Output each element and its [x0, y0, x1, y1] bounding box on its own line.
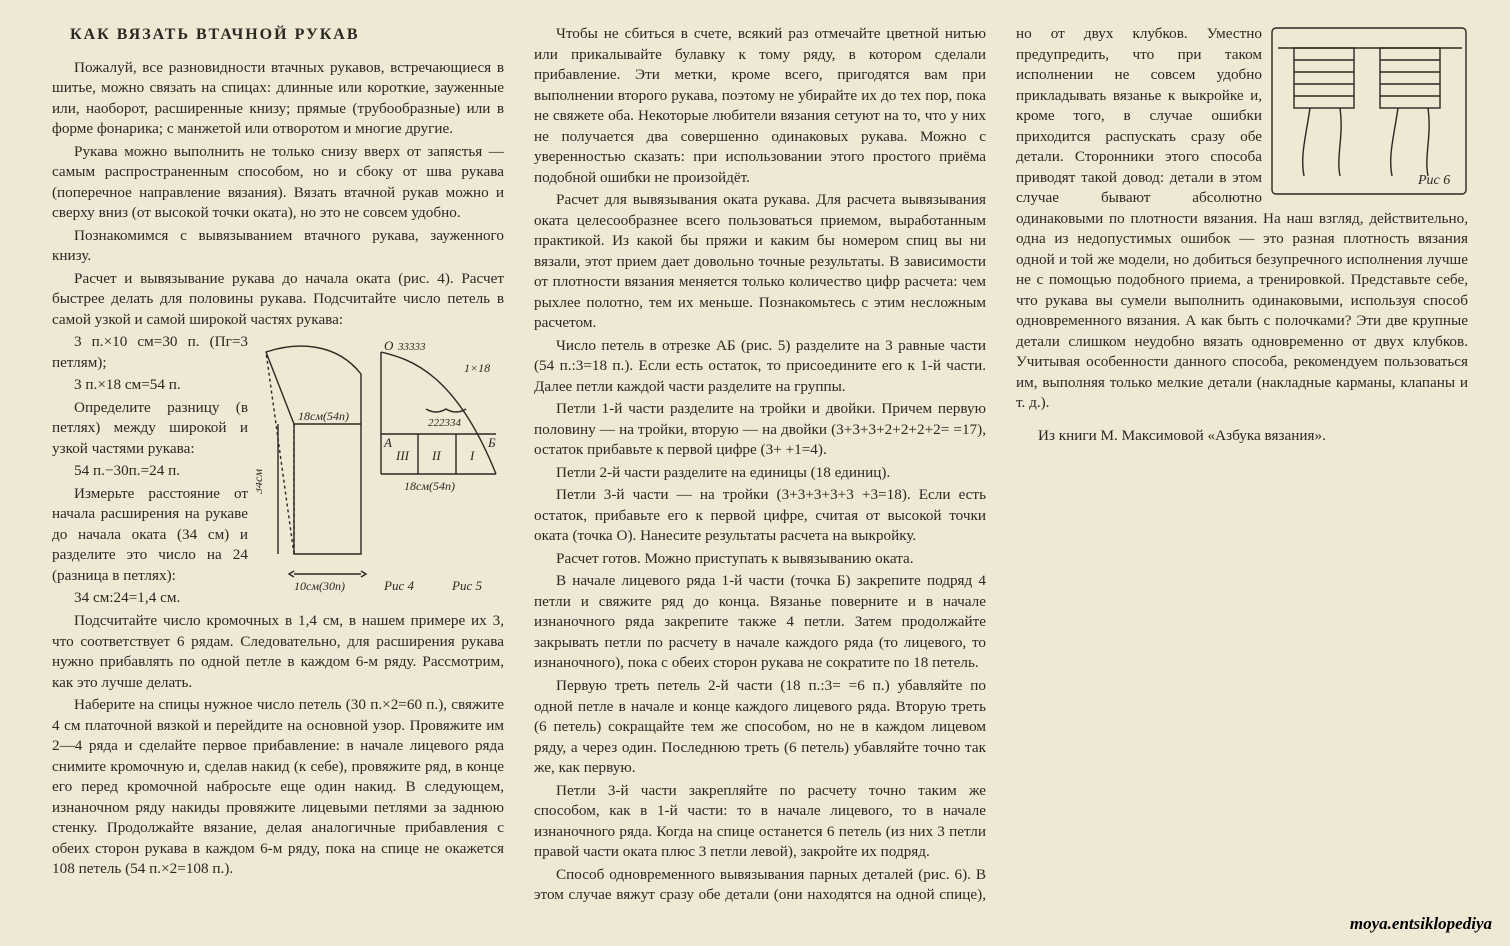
paragraph: Петли 3-й части закрепляйте по расчету т… — [534, 781, 986, 863]
figure-4-5: О 33333 1×18 18см(54п) А Б III II I 18см… — [256, 334, 504, 594]
svg-text:III: III — [395, 448, 410, 463]
svg-text:10см(30п): 10см(30п) — [294, 579, 345, 593]
svg-text:Рис 5: Рис 5 — [451, 578, 482, 593]
paragraph: Расчет готов. Можно приступать к вывязыв… — [534, 549, 986, 570]
paragraph: Расчет и вывязывание рукава до начала ок… — [52, 269, 504, 331]
svg-text:I: I — [469, 448, 475, 463]
svg-text:33333: 33333 — [397, 341, 426, 353]
paragraph: Рукава можно выполнить не только снизу в… — [52, 142, 504, 224]
paragraph: В начале лицевого ряда 1-й части (точка … — [534, 571, 986, 674]
paragraph: Познакомимся с вывязыванием втачного рук… — [52, 226, 504, 267]
paragraph: Первую треть петель 2-й части (18 п.:3= … — [534, 676, 986, 779]
svg-text:Б: Б — [487, 435, 496, 450]
svg-text:34см: 34см — [256, 469, 265, 495]
svg-text:Рис 4: Рис 4 — [383, 578, 414, 593]
paragraph: Петли 1-й части разделите на тройки и дв… — [534, 399, 986, 461]
svg-text:222334: 222334 — [428, 417, 462, 429]
paragraph: Петли 2-й части разделите на единицы (18… — [534, 463, 986, 484]
article-page: КАК ВЯЗАТЬ ВТАЧНОЙ РУКАВ Пожалуй, все ра… — [0, 0, 1510, 946]
figure-6: Рис 6 — [1270, 26, 1468, 196]
svg-text:О: О — [384, 338, 394, 353]
article-title: КАК ВЯЗАТЬ ВТАЧНОЙ РУКАВ — [70, 24, 504, 46]
paragraph: Число петель в отрезке АБ (рис. 5) разде… — [534, 336, 986, 398]
svg-text:1×18: 1×18 — [464, 361, 490, 375]
paragraph: Расчет для вывязывания оката рукава. Для… — [534, 190, 986, 334]
source-attribution: Из книги М. Максимовой «Азбука вязания». — [1016, 426, 1468, 447]
svg-text:Рис 6: Рис 6 — [1417, 173, 1450, 188]
paragraph: Подсчитайте число кромочных в 1,4 см, в … — [52, 611, 504, 693]
svg-text:18см(54п): 18см(54п) — [298, 409, 349, 423]
paragraph: Наберите на спицы нужное число петель (3… — [52, 695, 504, 880]
paragraph: Чтобы не сбиться в счете, всякий раз отм… — [534, 24, 986, 188]
svg-text:II: II — [431, 448, 441, 463]
svg-text:18см(54п): 18см(54п) — [404, 479, 455, 493]
paragraph: Петли 3-й части — на тройки (3+3+3+3+3 +… — [534, 485, 986, 547]
watermark: moya.entsiklopediya — [1350, 914, 1492, 934]
svg-text:А: А — [383, 435, 392, 450]
paragraph: Пожалуй, все разновидности втачных рукав… — [52, 58, 504, 140]
